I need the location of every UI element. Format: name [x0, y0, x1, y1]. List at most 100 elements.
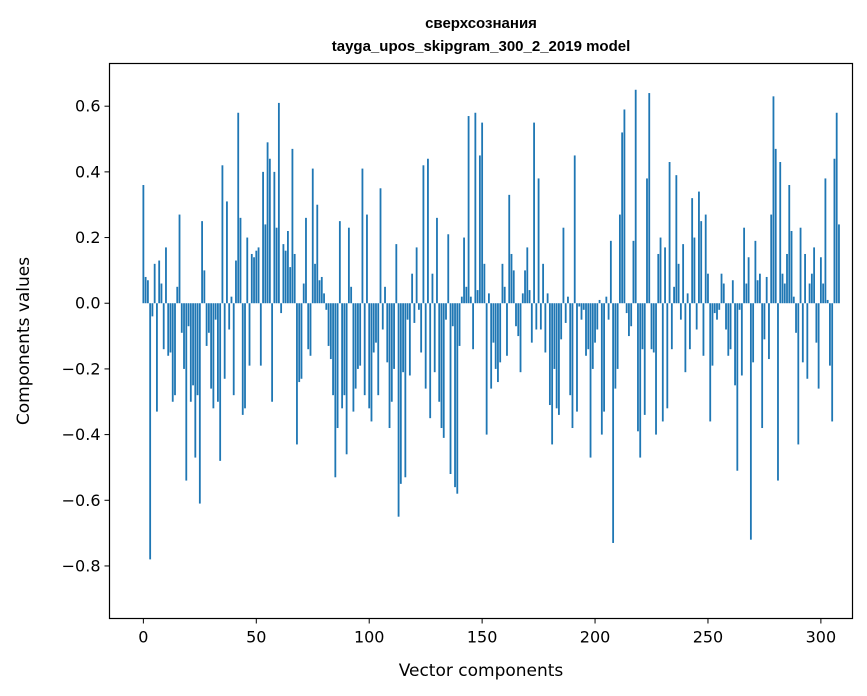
bar-1	[144, 276, 147, 304]
bar-172	[530, 303, 533, 343]
bar-169	[524, 270, 526, 304]
bar-95	[357, 303, 359, 369]
bar-237	[677, 263, 680, 304]
bar-191	[573, 155, 576, 304]
bar-278	[770, 214, 773, 304]
bar-289	[795, 303, 797, 333]
bar-20	[187, 303, 190, 327]
bar-160	[503, 286, 506, 304]
bar-258	[725, 303, 727, 330]
bar-216	[630, 303, 633, 327]
bar-109	[388, 303, 391, 429]
bar-277	[768, 303, 770, 360]
bar-304	[829, 303, 831, 366]
bar-12	[169, 303, 172, 353]
bar-100	[368, 303, 371, 409]
bar-55	[266, 142, 269, 304]
bar-84	[332, 303, 334, 396]
bar-166	[517, 303, 520, 337]
bar-253	[713, 303, 716, 314]
x-tick-label: 200	[580, 628, 611, 647]
bar-189	[569, 303, 572, 396]
bar-164	[512, 270, 515, 304]
bar-50	[255, 250, 258, 304]
bar-236	[675, 175, 678, 304]
bar-305	[831, 303, 834, 422]
bar-65	[289, 267, 292, 304]
bar-213	[623, 109, 626, 304]
bar-133	[442, 303, 445, 438]
bar-276	[765, 276, 768, 304]
bar-102	[372, 303, 375, 353]
bar-107	[384, 286, 386, 304]
bar-226	[652, 303, 655, 353]
bar-299	[817, 303, 820, 389]
bar-162	[508, 194, 511, 304]
bar-187	[564, 303, 567, 323]
bar-245	[695, 303, 698, 330]
bar-61	[280, 303, 283, 314]
bar-70	[300, 303, 303, 379]
bar-286	[788, 185, 791, 304]
bar-77	[316, 204, 319, 304]
bar-66	[291, 148, 294, 304]
bar-229	[659, 237, 662, 304]
bar-260	[729, 303, 732, 350]
bar-184	[558, 303, 560, 415]
bar-181	[551, 303, 554, 445]
bar-31	[212, 303, 215, 409]
bar-112	[395, 244, 398, 304]
bar-178	[544, 303, 547, 353]
bar-4	[151, 303, 154, 317]
bar-116	[404, 303, 407, 478]
y-tick-label: −0.6	[62, 491, 101, 510]
bar-192	[576, 303, 578, 412]
bar-38	[228, 303, 231, 330]
bar-251	[709, 303, 712, 422]
bar-271	[754, 240, 757, 304]
bar-108	[386, 303, 389, 363]
bar-45	[244, 303, 246, 409]
bar-14	[174, 303, 176, 396]
bar-188	[567, 296, 569, 304]
bar-259	[727, 303, 730, 356]
bar-152	[485, 303, 488, 435]
bar-120	[413, 303, 416, 323]
bar-85	[334, 303, 337, 478]
bar-193	[578, 303, 581, 307]
bar-171	[528, 290, 531, 304]
bar-143	[465, 286, 468, 304]
bar-48	[250, 253, 253, 304]
bar-89	[343, 303, 346, 396]
bar-115	[402, 303, 404, 373]
bar-212	[621, 132, 624, 304]
bar-37	[226, 201, 228, 304]
bar-44	[241, 303, 244, 415]
bar-90	[345, 303, 348, 455]
bar-123	[420, 303, 423, 353]
bar-219	[637, 303, 639, 432]
bar-71	[302, 283, 305, 304]
bar-228	[657, 253, 660, 304]
bar-252	[711, 303, 714, 366]
bar-170	[526, 247, 529, 304]
bar-257	[722, 283, 725, 304]
bar-52	[259, 303, 262, 366]
bar-195	[582, 303, 585, 310]
bar-256	[720, 273, 723, 304]
bar-10	[165, 247, 167, 304]
bar-297	[813, 247, 816, 304]
bar-69	[298, 303, 301, 383]
bar-15	[176, 286, 179, 304]
bar-268	[747, 257, 750, 304]
bar-272	[756, 280, 759, 304]
bar-246	[698, 191, 700, 304]
bar-282	[779, 162, 782, 304]
x-axis-label: Vector components	[399, 661, 564, 681]
bar-206	[607, 303, 610, 320]
plot-frame	[108, 62, 854, 620]
bar-242	[688, 303, 691, 350]
bar-140	[458, 303, 461, 346]
bar-261	[731, 280, 734, 304]
